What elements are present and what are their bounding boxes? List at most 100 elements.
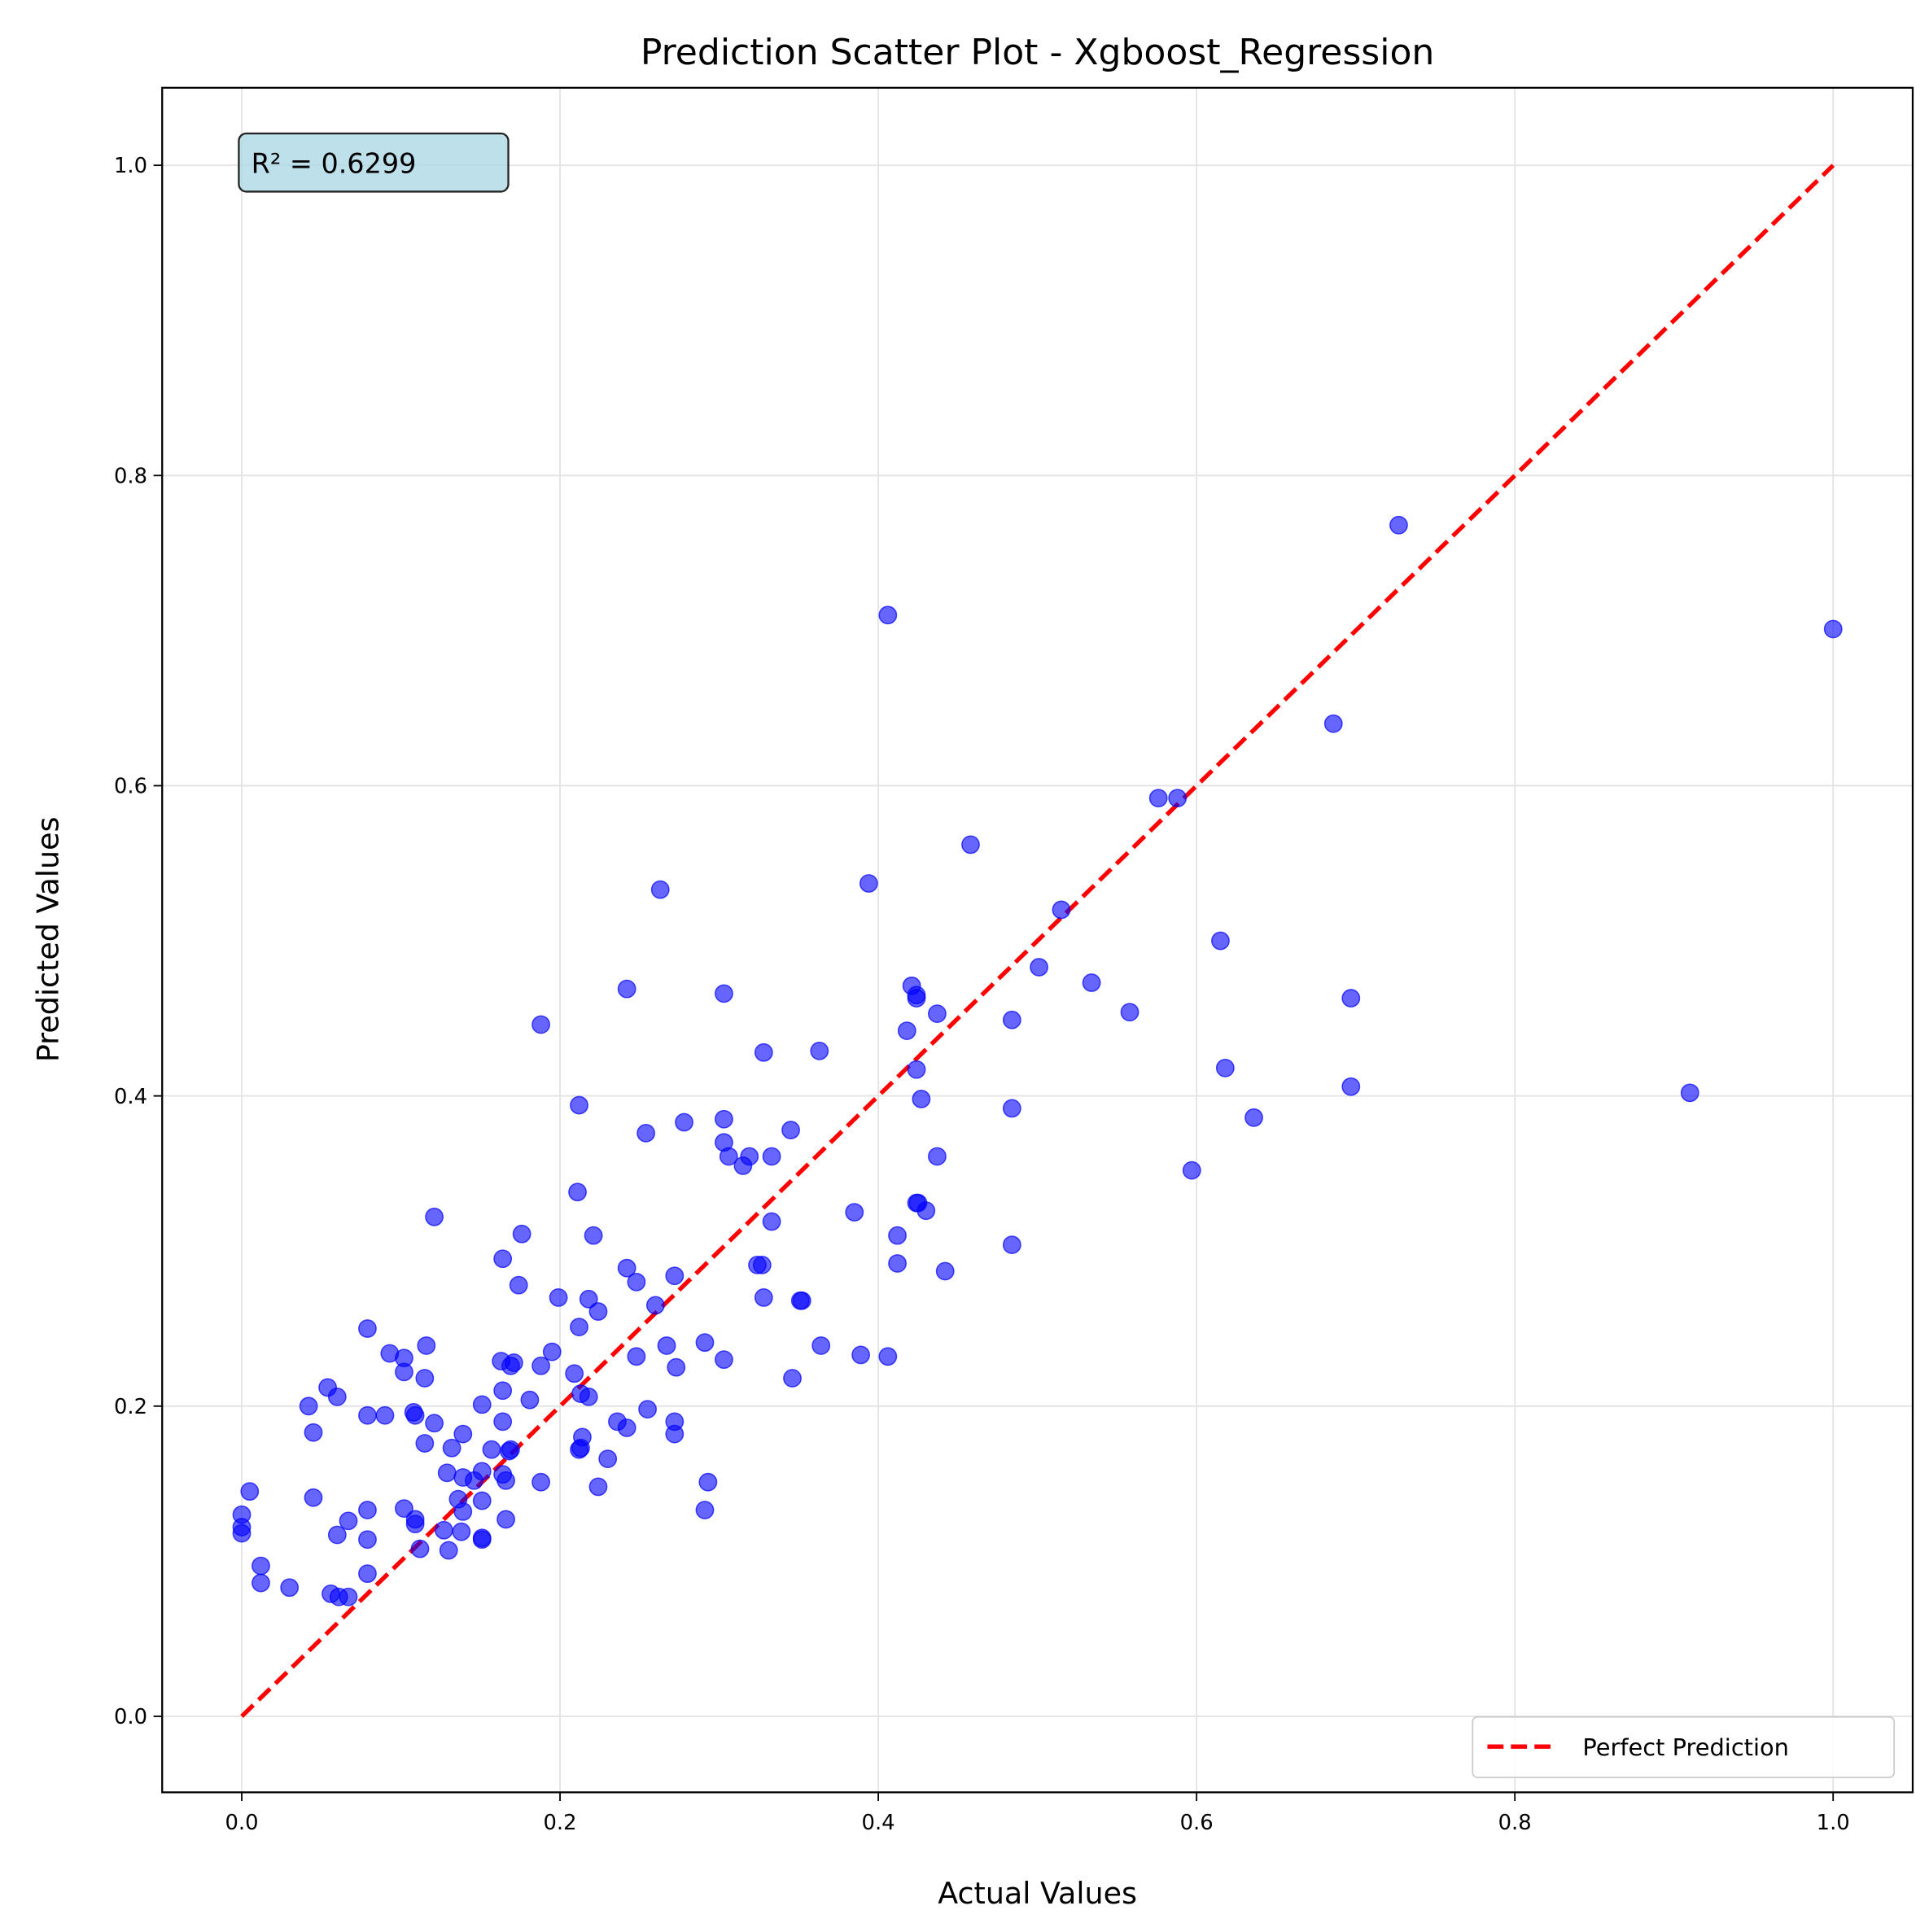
scatter-point: [549, 1288, 568, 1307]
scatter-point: [531, 1015, 550, 1034]
scatter-point: [395, 1362, 413, 1382]
x-tick-label: 1.0: [1817, 1811, 1850, 1835]
scatter-point: [358, 1564, 377, 1584]
scatter-point: [645, 1296, 665, 1315]
scatter-point: [1341, 989, 1361, 1008]
legend: Perfect Prediction: [1472, 1716, 1896, 1779]
scatter-point: [928, 1147, 947, 1166]
scatter-point: [358, 1319, 377, 1338]
scatter-point: [579, 1289, 598, 1309]
scatter-point: [405, 1515, 425, 1534]
scatter-point: [897, 1021, 916, 1040]
legend-box: [1472, 1716, 1896, 1779]
scatter-point: [636, 1123, 656, 1143]
scatter-point: [961, 835, 980, 855]
scatter-point: [754, 1288, 773, 1307]
scatter-point: [1002, 1235, 1021, 1254]
y-tick-label: 0.4: [114, 1085, 147, 1109]
scatter-point: [1030, 958, 1048, 977]
scatter-point: [1341, 1077, 1361, 1096]
scatter-point: [232, 1523, 252, 1543]
scatter-point: [665, 1424, 685, 1444]
scatter-point: [617, 1418, 636, 1437]
scatter-point: [380, 1344, 400, 1363]
scatter-point: [1211, 931, 1230, 951]
scatter-point: [252, 1573, 270, 1593]
scatter-point: [1168, 789, 1188, 808]
scatter-point: [299, 1397, 318, 1416]
scatter-point: [719, 1147, 738, 1166]
chart-title: Prediction Scatter Plot - Xgboost_Regres…: [641, 32, 1434, 73]
r2-annotation: R² = 0.6299: [238, 132, 510, 193]
r2-annotation-box: [238, 132, 510, 193]
scatter-point: [496, 1471, 515, 1490]
x-tick-label: 0.2: [544, 1811, 577, 1835]
scatter-point: [472, 1395, 492, 1414]
scatter-point: [792, 1291, 811, 1310]
scatter-point: [339, 1511, 358, 1531]
scatter-point: [570, 1318, 588, 1337]
scatter-point: [935, 1261, 955, 1281]
scatter-point: [627, 1347, 646, 1366]
scatter-point: [453, 1502, 473, 1521]
scatter-point: [1323, 714, 1343, 733]
scatter-point: [1082, 973, 1101, 992]
scatter-point: [531, 1472, 550, 1492]
scatter-point: [472, 1491, 492, 1510]
scatter-point: [810, 1041, 829, 1060]
scatter-point: [501, 1356, 520, 1375]
scatter-point: [916, 1201, 936, 1221]
perfect-prediction-line-group: [240, 164, 1835, 1718]
scatter-point: [280, 1578, 300, 1598]
scatter-point: [851, 1345, 870, 1365]
scatter-point: [579, 1387, 598, 1406]
scatter-point: [598, 1449, 618, 1469]
scatter-point: [496, 1510, 515, 1529]
scatter-point: [568, 1182, 587, 1202]
legend-label: Perfect Prediction: [1582, 1733, 1789, 1761]
scatter-point: [588, 1477, 608, 1497]
scatter-point: [783, 1369, 802, 1388]
scatter-point: [698, 1472, 718, 1492]
scatter-point: [509, 1275, 528, 1295]
scatter-point: [327, 1525, 347, 1545]
scatter-points: [232, 515, 1843, 1606]
scatter-point: [762, 1212, 781, 1231]
scatter-point: [781, 1121, 800, 1139]
scatter-point: [493, 1412, 513, 1432]
scatter-point: [754, 1042, 773, 1062]
scatter-point: [358, 1530, 377, 1550]
scatter-point: [1052, 900, 1071, 920]
scatter-point: [617, 1258, 636, 1278]
scatter-point: [358, 1501, 377, 1519]
scatter-point: [439, 1541, 458, 1560]
scatter-point: [395, 1499, 413, 1518]
scatter-point: [1215, 1058, 1235, 1077]
scatter-point: [1148, 789, 1168, 808]
scatter-point: [888, 1254, 907, 1273]
scatter-point: [1002, 1010, 1021, 1029]
scatter-point: [859, 874, 878, 893]
scatter-point: [617, 979, 636, 999]
x-tick-label: 0.0: [225, 1811, 258, 1835]
scatter-point: [358, 1405, 377, 1425]
scatter-point: [417, 1336, 436, 1355]
y-axis-ticks: 0.0 0.2 0.4 0.6 0.8 1.0: [114, 154, 163, 1729]
scatter-point: [570, 1095, 588, 1115]
scatter-point: [425, 1414, 444, 1433]
scatter-point: [811, 1336, 831, 1355]
scatter-point: [888, 1226, 907, 1245]
perfect-prediction-line: [240, 164, 1835, 1718]
scatter-point: [375, 1405, 395, 1425]
scatter-point: [327, 1387, 347, 1406]
scatter-point: [667, 1357, 686, 1377]
scatter-point: [442, 1438, 461, 1458]
scatter-point: [675, 1112, 693, 1132]
x-tick-label: 0.4: [862, 1811, 895, 1835]
scatter-point: [482, 1440, 501, 1459]
scatter-point: [542, 1342, 562, 1362]
scatter-point: [339, 1587, 358, 1606]
scatter-point: [415, 1369, 435, 1388]
scatter-point: [588, 1302, 608, 1321]
